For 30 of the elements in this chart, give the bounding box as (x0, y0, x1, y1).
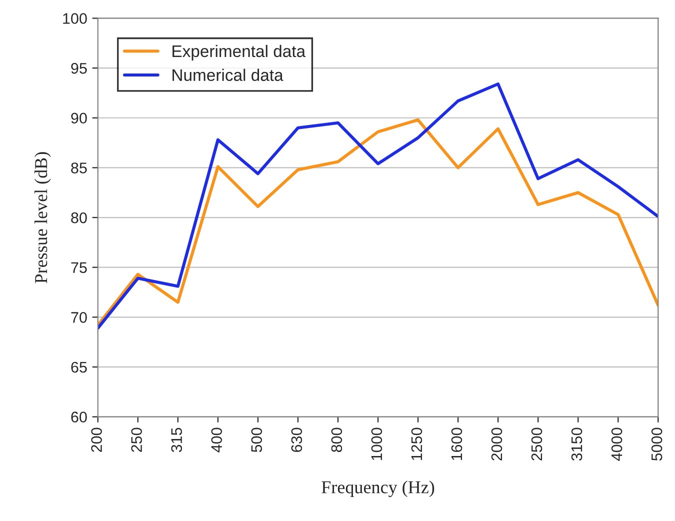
y-tick-label: 85 (71, 162, 87, 174)
y-tick-label: 100 (63, 13, 87, 24)
x-tick-label: 200 (91, 428, 102, 452)
x-tick-label: 500 (251, 428, 262, 452)
x-tick-label: 4000 (611, 428, 622, 461)
x-tick-label: 250 (131, 428, 142, 452)
y-tick-label: 65 (71, 362, 87, 373)
x-tick-label: 800 (331, 428, 342, 452)
x-tick-label: 2000 (491, 428, 502, 460)
x-tick-label: 5000 (651, 428, 662, 461)
x-tick-label: 1600 (451, 428, 462, 460)
x-tick-label: 630 (291, 428, 302, 452)
y-axis-title: Pressue level (dB) (34, 152, 51, 284)
x-tick-label: 315 (171, 428, 182, 452)
y-tick-label: 60 (71, 412, 87, 422)
line-series (98, 82, 658, 330)
legend-label: Numerical data (172, 68, 284, 82)
y-tick-label: 70 (71, 312, 87, 323)
x-axis-title: Frequency (Hz) (322, 480, 434, 498)
y-tick-label: 75 (71, 262, 87, 274)
y-tick-label: 90 (71, 112, 87, 124)
x-tick-label: 3150 (571, 428, 582, 461)
legend-label: Experimental data (172, 44, 306, 60)
x-tick-label: 1000 (371, 428, 382, 460)
x-tick-label: 400 (211, 428, 222, 452)
y-tick-label: 80 (71, 212, 87, 224)
x-tick-label: 2500 (531, 428, 542, 460)
x-tick-label: 1250 (411, 428, 422, 460)
y-tick-label: 95 (71, 62, 87, 74)
line-series (98, 118, 658, 327)
